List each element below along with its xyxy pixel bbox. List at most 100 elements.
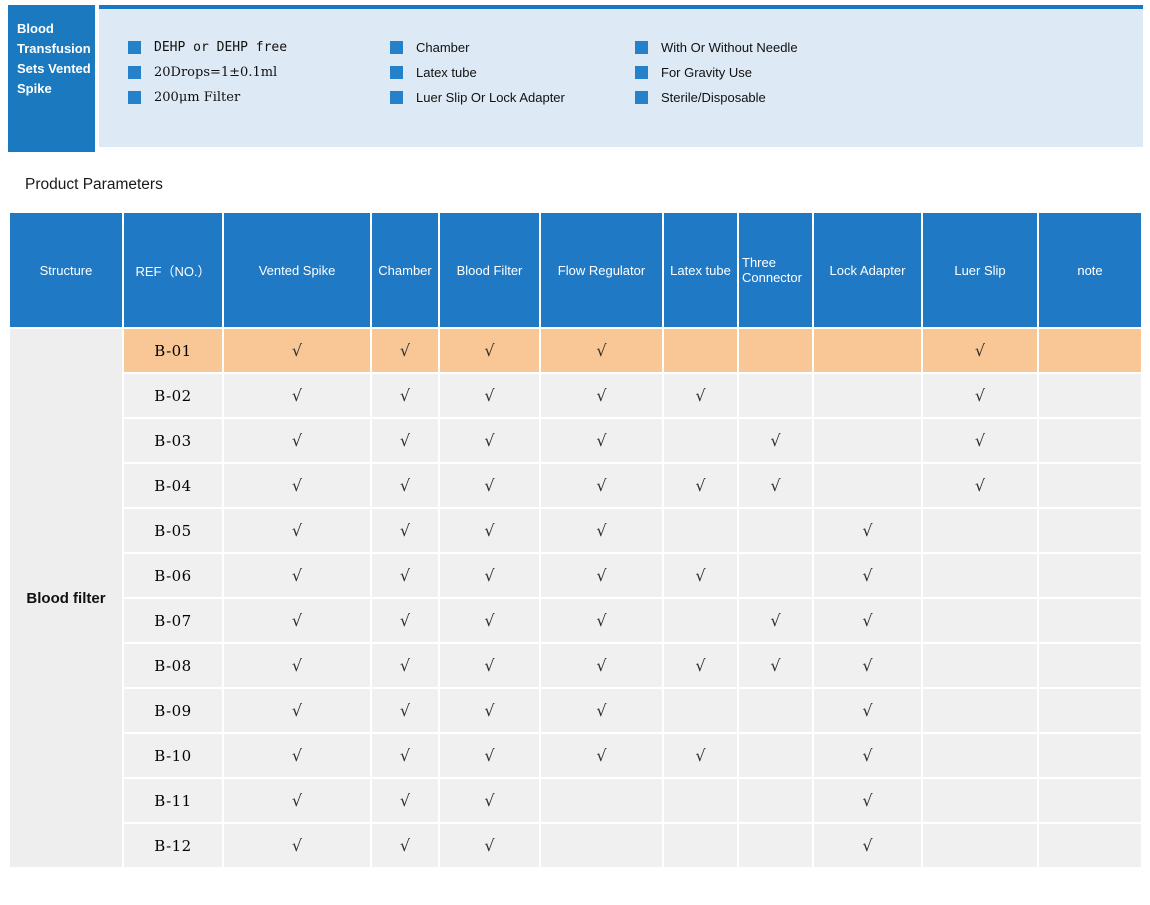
bullet-square-icon: [390, 40, 403, 54]
check-mark-cell: √: [224, 374, 370, 417]
check-mark-cell: √: [923, 329, 1037, 372]
check-mark-cell: √: [440, 599, 539, 642]
check-mark-cell: √: [372, 824, 438, 867]
check-mark-cell: √: [739, 644, 812, 687]
col-header-luer-slip: Luer Slip: [923, 213, 1037, 327]
check-mark-cell: √: [440, 644, 539, 687]
check-mark-cell: √: [440, 464, 539, 507]
table-row: B-02 √ √ √ √ √ √: [10, 374, 1141, 417]
check-mark-cell: √: [814, 509, 921, 552]
check-mark-cell: √: [224, 554, 370, 597]
check-mark-cell: √: [440, 374, 539, 417]
check-mark-cell: √: [664, 374, 737, 417]
empty-cell: [1039, 824, 1141, 867]
col-header-note: note: [1039, 213, 1141, 327]
check-mark-cell: √: [372, 509, 438, 552]
empty-cell: [739, 734, 812, 777]
empty-cell: [739, 329, 812, 372]
bullet-square-icon: [635, 90, 648, 104]
table-row: B-04 √ √ √ √ √ √ √: [10, 464, 1141, 507]
empty-cell: [664, 689, 737, 732]
check-mark-cell: √: [224, 599, 370, 642]
table-body: Blood filter B-01 √ √ √ √ √ B-02 √ √ √ √ √ √ B-03 √ √ √ √ √…: [10, 329, 1141, 867]
feature-list: DEHP or DEHP free 20Drops=1±0.1ml 200μm …: [128, 39, 1135, 114]
empty-cell: [923, 599, 1037, 642]
col-header-flow-regulator: Flow Regulator: [541, 213, 662, 327]
check-mark-cell: √: [739, 599, 812, 642]
check-mark-cell: √: [923, 464, 1037, 507]
col-header-three-connector: Three Connector: [739, 213, 812, 327]
ref-cell: B-07: [124, 599, 222, 642]
feature-item: Chamber: [390, 39, 635, 55]
check-mark-cell: √: [224, 329, 370, 372]
table-row: B-06 √ √ √ √ √ √: [10, 554, 1141, 597]
empty-cell: [664, 419, 737, 462]
product-banner: Blood Transfusion Sets Vented Spike DEHP…: [8, 5, 1143, 152]
ref-cell: B-02: [124, 374, 222, 417]
feature-label: Luer Slip Or Lock Adapter: [416, 89, 565, 105]
feature-item: Latex tube: [390, 64, 635, 80]
feature-label: 200μm Filter: [154, 89, 241, 105]
empty-cell: [1039, 689, 1141, 732]
check-mark-cell: √: [814, 779, 921, 822]
check-mark-cell: √: [541, 374, 662, 417]
check-mark-cell: √: [372, 374, 438, 417]
bullet-square-icon: [128, 40, 141, 54]
empty-cell: [664, 824, 737, 867]
ref-cell: B-10: [124, 734, 222, 777]
table-row: Blood filter B-01 √ √ √ √ √: [10, 329, 1141, 867]
feature-item: 20Drops=1±0.1ml: [128, 64, 390, 80]
table-row: B-10 √ √ √ √ √ √: [10, 734, 1141, 777]
check-mark-cell: √: [541, 599, 662, 642]
check-mark-cell: √: [739, 464, 812, 507]
empty-cell: [739, 689, 812, 732]
check-mark-cell: √: [372, 689, 438, 732]
ref-cell: B-03: [124, 419, 222, 462]
check-mark-cell: √: [372, 464, 438, 507]
bullet-square-icon: [390, 90, 403, 104]
empty-cell: [814, 329, 921, 372]
empty-cell: [541, 824, 662, 867]
ref-cell: B-04: [124, 464, 222, 507]
empty-cell: [923, 644, 1037, 687]
empty-cell: [541, 779, 662, 822]
check-mark-cell: √: [372, 734, 438, 777]
check-mark-cell: √: [541, 689, 662, 732]
check-mark-cell: √: [224, 644, 370, 687]
banner-strip: [99, 5, 1143, 147]
check-mark-cell: √: [224, 779, 370, 822]
bullet-square-icon: [635, 65, 648, 79]
feature-label: DEHP or DEHP free: [154, 39, 288, 55]
empty-cell: [923, 509, 1037, 552]
check-mark-cell: √: [372, 554, 438, 597]
check-mark-cell: √: [224, 509, 370, 552]
col-header-blood-filter: Blood Filter: [440, 213, 539, 327]
bullet-square-icon: [128, 65, 141, 79]
check-mark-cell: √: [923, 419, 1037, 462]
check-mark-cell: √: [440, 329, 539, 372]
col-header-latex-tube: Latex tube: [664, 213, 737, 327]
check-mark-cell: √: [440, 734, 539, 777]
product-parameters-table: Structure REF（NO.） Vented Spike Chamber …: [8, 211, 1143, 869]
empty-cell: [814, 419, 921, 462]
bullet-square-icon: [635, 40, 648, 54]
empty-cell: [739, 374, 812, 417]
ref-cell: B-06: [124, 554, 222, 597]
feature-label: Latex tube: [416, 64, 477, 80]
check-mark-cell: √: [739, 419, 812, 462]
empty-cell: [1039, 779, 1141, 822]
empty-cell: [1039, 644, 1141, 687]
ref-cell: B-01: [124, 329, 222, 372]
banner-title: Blood Transfusion Sets Vented Spike: [17, 21, 91, 96]
table-row: B-09 √ √ √ √ √: [10, 689, 1141, 732]
ref-cell: B-09: [124, 689, 222, 732]
empty-cell: [814, 464, 921, 507]
table-row: B-11 √ √ √ √: [10, 779, 1141, 822]
empty-cell: [664, 329, 737, 372]
feature-label: For Gravity Use: [661, 64, 753, 80]
check-mark-cell: √: [541, 419, 662, 462]
empty-cell: [664, 779, 737, 822]
ref-cell: B-05: [124, 509, 222, 552]
check-mark-cell: √: [664, 554, 737, 597]
bullet-square-icon: [128, 90, 141, 104]
